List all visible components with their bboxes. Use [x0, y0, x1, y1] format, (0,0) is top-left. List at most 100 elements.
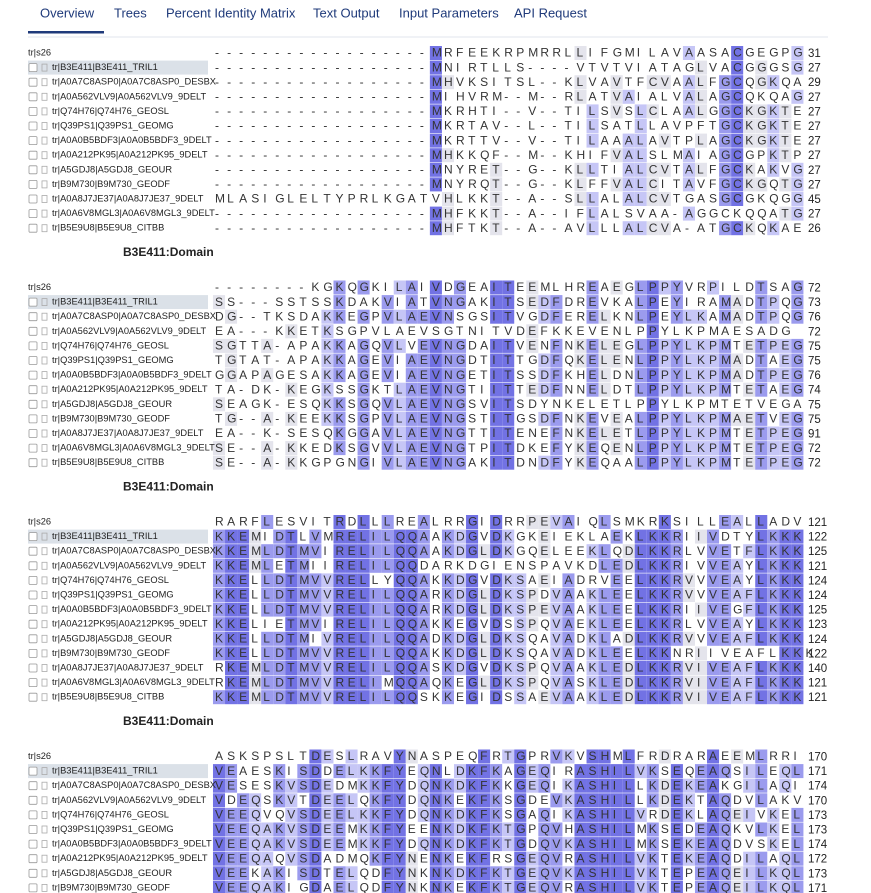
checkbox[interactable] [28, 458, 38, 468]
checkbox[interactable] [28, 663, 38, 673]
residue-shade [574, 764, 587, 779]
residue-shade [490, 455, 503, 470]
checkbox[interactable] [28, 77, 38, 87]
residue-shade [586, 368, 599, 383]
residue-shade [381, 837, 394, 852]
residue-shade [453, 764, 467, 779]
residue-shade [719, 411, 732, 426]
residue-shade [309, 837, 322, 852]
residue-shade [743, 602, 756, 617]
checkbox[interactable] [28, 165, 38, 175]
checkbox[interactable] [28, 385, 38, 395]
residue-shade [441, 368, 454, 383]
tab[interactable]: Percent Identity Matrix [166, 5, 296, 20]
residue-shade [429, 148, 442, 163]
checkbox[interactable] [28, 297, 38, 307]
residue-shade [538, 602, 551, 617]
row-icon [41, 444, 48, 453]
checkbox[interactable] [28, 194, 38, 204]
checkbox[interactable] [28, 590, 38, 600]
residue-shade [610, 573, 623, 588]
checkbox[interactable] [28, 63, 38, 72]
checkbox[interactable] [28, 121, 38, 131]
checkbox[interactable] [28, 223, 38, 233]
checkbox[interactable] [28, 312, 38, 322]
residue-shade [731, 617, 744, 632]
checkbox[interactable] [28, 692, 38, 702]
residue-shade [694, 309, 708, 324]
residue-shade [646, 558, 659, 573]
checkbox[interactable] [28, 649, 38, 658]
checkbox[interactable] [28, 561, 38, 571]
residue-shade [514, 822, 527, 837]
residue-shade [225, 646, 238, 661]
residue-shade [333, 529, 346, 544]
checkbox[interactable] [28, 209, 38, 219]
residue-shade [405, 529, 418, 544]
residue-shade [490, 588, 503, 602]
residue-shade [586, 353, 599, 368]
checkbox[interactable] [28, 883, 38, 893]
residue-shade [441, 880, 454, 893]
checkbox[interactable] [28, 766, 38, 776]
residue-shade [478, 793, 491, 808]
residue-shade [791, 46, 804, 60]
sequence-name: tr|A0A212PK95|A0A212PK95_9DELT [52, 853, 208, 863]
checkbox[interactable] [28, 92, 38, 102]
sequence: KKEMLDTMVVRELILQQSKKEGIDSSAEVAAKLEDLKKRV… [215, 690, 801, 704]
residue-shade [514, 602, 527, 617]
residue-shade [405, 353, 418, 368]
residue-shade [273, 573, 286, 588]
residue-shade [285, 455, 298, 470]
tab[interactable]: API Request [514, 5, 587, 20]
checkbox[interactable] [28, 619, 38, 629]
tab[interactable]: Input Parameters [399, 5, 499, 20]
residue-shade [490, 411, 503, 426]
tab[interactable]: Overview [40, 5, 95, 20]
checkbox[interactable] [28, 150, 38, 160]
checkbox[interactable] [28, 795, 38, 805]
residue-shade [694, 426, 708, 441]
checkbox[interactable] [28, 605, 38, 614]
checkbox[interactable] [28, 825, 38, 834]
residue-shade [526, 295, 539, 310]
checkbox[interactable] [28, 532, 38, 541]
residue-shade [694, 529, 708, 544]
tab[interactable]: Text Output [313, 5, 380, 20]
checkbox[interactable] [28, 781, 38, 791]
checkbox[interactable] [28, 576, 38, 585]
checkbox[interactable] [28, 107, 38, 116]
residue-shade [393, 866, 406, 881]
residue-shade [249, 880, 262, 893]
checkbox[interactable] [28, 839, 38, 849]
residue-shade [719, 588, 732, 602]
residue-shade [261, 411, 274, 426]
checkbox[interactable] [28, 634, 38, 644]
checkbox[interactable] [28, 429, 38, 438]
checkbox[interactable] [28, 443, 38, 453]
residue-shade [345, 573, 358, 588]
residue-shade [357, 382, 370, 397]
residue-shade [429, 455, 442, 470]
checkbox[interactable] [28, 810, 38, 820]
residue-shade [345, 661, 358, 675]
residue-shade [393, 764, 406, 779]
checkbox[interactable] [28, 326, 38, 336]
residue-shade [755, 661, 768, 675]
checkbox[interactable] [28, 341, 38, 351]
residue-shade [478, 764, 491, 779]
checkbox[interactable] [28, 136, 38, 146]
checkbox[interactable] [28, 414, 38, 424]
checkbox[interactable] [28, 370, 38, 380]
tab[interactable]: Trees [114, 5, 147, 20]
residue-shade [321, 324, 334, 339]
residue-shade [538, 778, 551, 793]
checkbox[interactable] [28, 854, 38, 864]
checkbox[interactable] [28, 399, 38, 409]
checkbox[interactable] [28, 546, 38, 556]
checkbox[interactable] [28, 179, 38, 189]
checkbox[interactable] [28, 356, 38, 365]
checkbox[interactable] [28, 868, 38, 878]
residue-shade [333, 368, 346, 383]
checkbox[interactable] [28, 678, 38, 687]
